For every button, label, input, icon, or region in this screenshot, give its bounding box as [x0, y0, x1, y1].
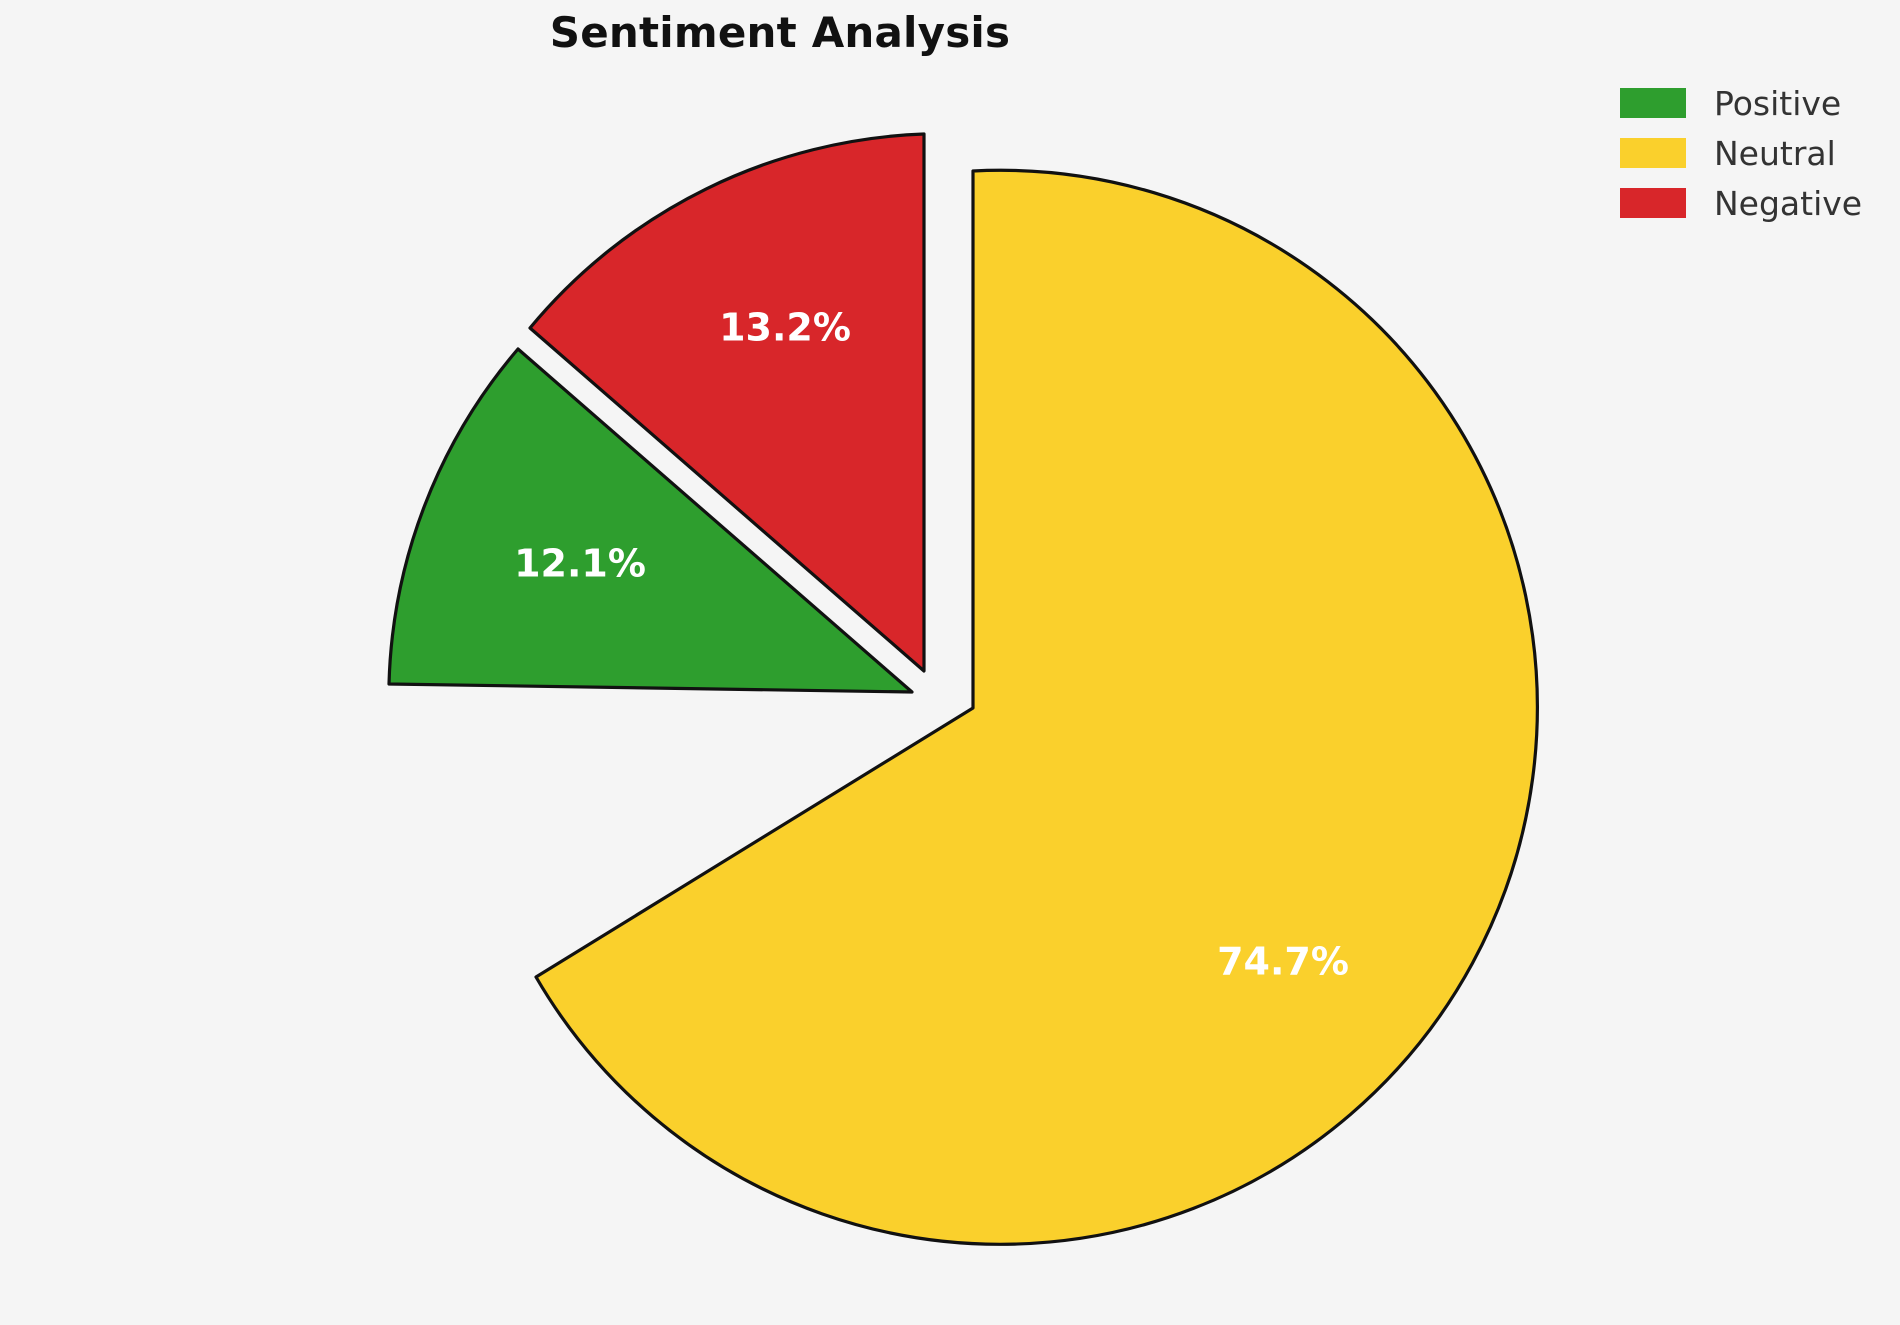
legend-item-neutral[interactable]: Neutral — [1620, 128, 1890, 178]
pie-label-neutral: 74.7% — [1217, 940, 1349, 984]
pie-slice-neutral[interactable] — [534, 168, 1539, 1246]
legend-swatch-positive — [1620, 88, 1686, 118]
legend-label-negative: Negative — [1714, 183, 1863, 223]
pie-slice-positive[interactable] — [387, 347, 914, 694]
pie-label-negative: 13.2% — [719, 306, 851, 350]
chart-legend: Positive Neutral Negative — [1620, 78, 1890, 228]
legend-label-neutral: Neutral — [1714, 133, 1836, 173]
pie-label-positive: 12.1% — [514, 542, 646, 586]
legend-swatch-neutral — [1620, 138, 1686, 168]
page-title: Sentiment Analysis — [549, 8, 1011, 57]
pie-slice-negative[interactable] — [528, 132, 926, 673]
legend-item-negative[interactable]: Negative — [1620, 178, 1890, 228]
legend-swatch-negative — [1620, 188, 1686, 218]
legend-label-positive: Positive — [1714, 83, 1842, 123]
legend-item-positive[interactable]: Positive — [1620, 78, 1890, 128]
